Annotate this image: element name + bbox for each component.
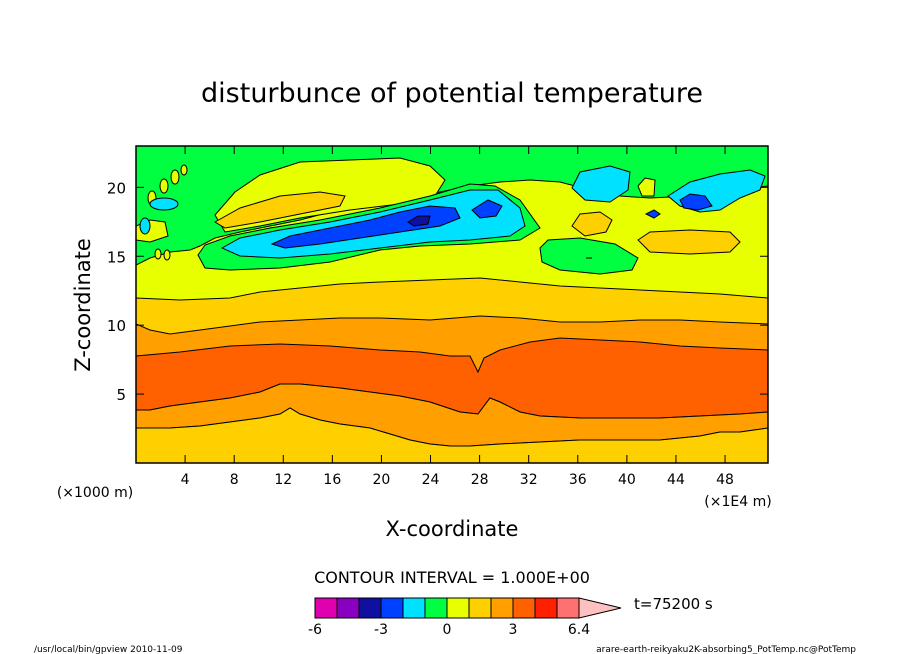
- y-tick-label: 20: [107, 179, 126, 197]
- colorbar-cell: [402, 597, 426, 619]
- x-tick-label: 20: [373, 472, 391, 488]
- colorbar-cell: [314, 597, 338, 619]
- x-tick-label: 16: [323, 472, 341, 488]
- colorbar-label: -6: [308, 622, 322, 638]
- x-axis-ticks: 4 8 12 16 20 24 28 32 36 40 44 48: [181, 146, 734, 488]
- band-orange-right1: [571, 211, 613, 237]
- band-blue-right-small: [644, 209, 661, 219]
- x-tick-label: 32: [520, 472, 538, 488]
- x-tick-label: 28: [471, 472, 489, 488]
- band-yellow-osc: [170, 169, 180, 185]
- x-tick-label: 12: [274, 472, 292, 488]
- colorbar-cell: [380, 597, 404, 619]
- band-1-2-bottom: [136, 407, 768, 463]
- band-yellow-osc: [163, 249, 171, 261]
- band-orange-right2: [637, 229, 741, 255]
- colorbar-triangle: [578, 597, 622, 619]
- colorbar-cell: [336, 597, 360, 619]
- y-axis-label: Z-coordinate: [71, 238, 95, 372]
- band-cyan-right1: [571, 165, 631, 203]
- band-blue-right: [679, 193, 713, 211]
- band-cyan-osc: [139, 217, 151, 235]
- band-green-right: [539, 237, 639, 275]
- y-tick-label: 10: [107, 317, 126, 335]
- x-unit-label: (×1E4 m): [704, 494, 771, 510]
- y-axis-ticks: 5 10 15 20: [107, 179, 768, 404]
- plot-area: [136, 146, 768, 463]
- colorbar-cell: [512, 597, 536, 619]
- band-yellow-topright: [637, 177, 656, 197]
- colorbar-cell: [358, 597, 382, 619]
- colorbar-label: 6.4: [568, 622, 590, 638]
- x-tick-label: 36: [569, 472, 587, 488]
- plot-frame: [135, 145, 769, 464]
- band-blue-small: [471, 199, 503, 219]
- colorbar-labels: -6 -3 0 3 6.4: [308, 622, 590, 638]
- footer-right: arare-earth-reikyaku2K-absorbing5_PotTem…: [596, 645, 856, 654]
- band-darkblue: [407, 215, 431, 227]
- colorbar: [314, 597, 622, 619]
- time-label: t=75200 s: [634, 595, 713, 613]
- contour-interval-label: CONTOUR INTERVAL = 1.000E+00: [314, 568, 590, 587]
- band-cyan-osc: [149, 197, 179, 211]
- colorbar-cell: [534, 597, 558, 619]
- band-yellow-osc: [180, 164, 188, 176]
- band-blue: [270, 205, 461, 249]
- band-yellow-osc: [154, 248, 162, 260]
- colorbar-label: 0: [443, 622, 452, 638]
- x-axis-label: X-coordinate: [386, 517, 519, 541]
- colorbar-cell: [556, 597, 580, 619]
- colorbar-cell: [468, 597, 492, 619]
- colorbar-label: 3: [509, 622, 518, 638]
- colorbar-label: -3: [374, 622, 388, 638]
- footer-left: /usr/local/bin/gpview 2010-11-09: [34, 645, 183, 654]
- x-tick-label: 48: [716, 472, 734, 488]
- x-tick-label: 8: [230, 472, 239, 488]
- chart-title: disturbunce of potential temperature: [201, 78, 703, 109]
- y-tick-label: 5: [116, 386, 126, 404]
- y-unit-label: (×1000 m): [57, 485, 133, 501]
- x-tick-label: 4: [181, 472, 190, 488]
- y-tick-label: 15: [107, 248, 126, 266]
- colorbar-cell: [490, 597, 514, 619]
- x-tick-label: 44: [667, 472, 685, 488]
- band-orange-upper: [214, 191, 346, 229]
- colorbar-cell: [424, 597, 448, 619]
- colorbar-cell: [446, 597, 470, 619]
- band-yellow-osc: [159, 178, 169, 194]
- x-tick-label: 40: [618, 472, 636, 488]
- x-tick-label: 24: [422, 472, 440, 488]
